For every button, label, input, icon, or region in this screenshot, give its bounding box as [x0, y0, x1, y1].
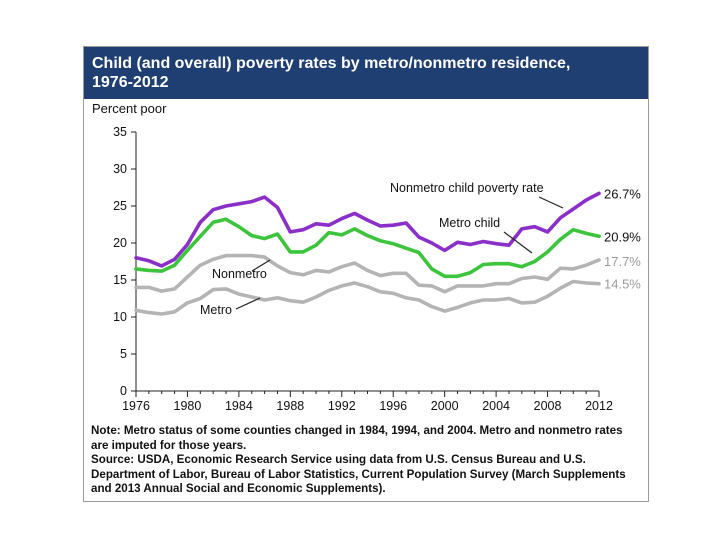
y-tick-label: 20	[113, 236, 127, 250]
x-tick-label: 2004	[482, 399, 510, 413]
source-text: Source: USDA, Economic Research Service …	[91, 453, 626, 495]
x-tick-label: 1976	[122, 399, 150, 413]
series-line-nonmetro-child-poverty-rate	[134, 191, 601, 268]
chart-notes: Note: Metro status of some counties chan…	[91, 424, 643, 497]
series-line-metro	[134, 279, 601, 316]
chart-title-line-1: Child (and overall) poverty rates by met…	[92, 55, 571, 72]
y-tick-label: 35	[113, 125, 127, 139]
end-value-label: 17.7%	[604, 254, 641, 269]
annotation-layer: 26.7% 20.9% 17.7% 14.5% Nonmetro child pover…	[200, 181, 641, 317]
y-tick-label: 25	[113, 199, 127, 213]
y-tick-label: 5	[120, 347, 127, 361]
end-value-label: 14.5%	[604, 277, 641, 292]
y-tick-label: 10	[113, 310, 127, 324]
x-tick-label: 1996	[379, 399, 407, 413]
chart-frame: Child (and overall) poverty rates by met…	[83, 46, 649, 502]
series-annotation: Nonmetro	[212, 267, 267, 281]
x-tick-label: 1984	[225, 399, 253, 413]
chart-title: Child (and overall) poverty rates by met…	[84, 47, 648, 99]
series-annotation: Nonmetro child poverty rate	[390, 181, 544, 195]
series-annotation: Metro	[200, 303, 232, 317]
x-tick-label: 2000	[431, 399, 459, 413]
y-tick-label: 0	[120, 384, 127, 398]
end-value-label: 20.9%	[604, 229, 641, 244]
x-tick-label: 2012	[585, 399, 613, 413]
series-annotation: Metro child	[439, 216, 500, 230]
series-line-metro-child	[134, 217, 601, 279]
x-axis: 1976 1980 1984 1988 1992 1996 2000 2004 2008 2012	[122, 390, 613, 413]
x-tick-label: 1988	[276, 399, 304, 413]
end-value-label: 26.7%	[604, 186, 641, 201]
x-tick-label: 1980	[174, 399, 202, 413]
annotation-leader-line	[235, 297, 261, 310]
series-layer	[134, 191, 601, 316]
chart-title-line-2: 1976-2012	[92, 74, 169, 91]
y-tick-label: 15	[113, 273, 127, 287]
y-tick-label: 30	[113, 162, 127, 176]
y-axis: 0 5 10 15 20 25 30 35	[113, 125, 137, 398]
annotation-leader-line	[251, 259, 271, 272]
x-tick-label: 2008	[534, 399, 562, 413]
annotation-leader-line	[503, 231, 533, 254]
x-tick-label: 1992	[328, 399, 356, 413]
annotation-leader-line	[538, 196, 564, 209]
line-chart: 0 5 10 15 20 25 30 35 1976 1980 1984 1988 1992 1996 2…	[113, 125, 641, 413]
note-text: Note: Metro status of some counties chan…	[91, 424, 623, 452]
series-line-nonmetro	[134, 253, 601, 294]
y-axis-label: Percent poor	[92, 101, 167, 116]
